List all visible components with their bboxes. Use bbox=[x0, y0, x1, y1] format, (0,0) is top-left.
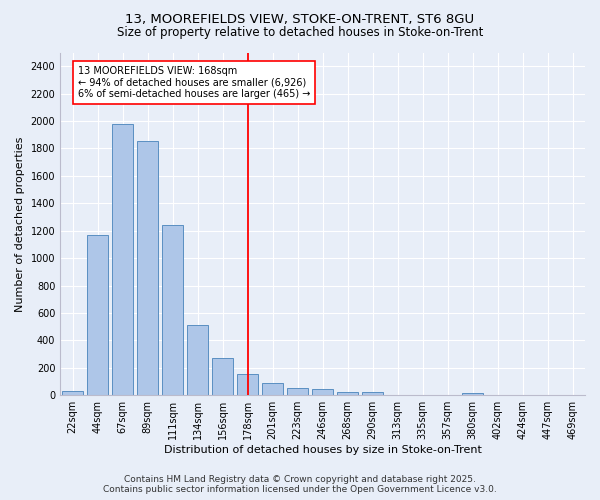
Bar bbox=[337, 392, 358, 395]
Bar bbox=[462, 393, 483, 395]
Bar bbox=[212, 358, 233, 395]
Bar bbox=[137, 141, 158, 395]
X-axis label: Distribution of detached houses by size in Stoke-on-Trent: Distribution of detached houses by size … bbox=[164, 445, 482, 455]
Text: 13 MOOREFIELDS VIEW: 168sqm
← 94% of detached houses are smaller (6,926)
6% of s: 13 MOOREFIELDS VIEW: 168sqm ← 94% of det… bbox=[77, 66, 310, 100]
Bar bbox=[162, 225, 183, 395]
Text: Contains public sector information licensed under the Open Government Licence v3: Contains public sector information licen… bbox=[103, 485, 497, 494]
Bar bbox=[312, 389, 333, 395]
Bar bbox=[237, 374, 258, 395]
Bar bbox=[262, 383, 283, 395]
Text: 13, MOOREFIELDS VIEW, STOKE-ON-TRENT, ST6 8GU: 13, MOOREFIELDS VIEW, STOKE-ON-TRENT, ST… bbox=[125, 12, 475, 26]
Bar bbox=[187, 324, 208, 395]
Bar bbox=[62, 391, 83, 395]
Bar bbox=[287, 388, 308, 395]
Bar bbox=[87, 235, 108, 395]
Text: Contains HM Land Registry data © Crown copyright and database right 2025.: Contains HM Land Registry data © Crown c… bbox=[124, 475, 476, 484]
Bar bbox=[362, 392, 383, 395]
Bar bbox=[112, 124, 133, 395]
Text: Size of property relative to detached houses in Stoke-on-Trent: Size of property relative to detached ho… bbox=[117, 26, 483, 39]
Y-axis label: Number of detached properties: Number of detached properties bbox=[15, 136, 25, 312]
